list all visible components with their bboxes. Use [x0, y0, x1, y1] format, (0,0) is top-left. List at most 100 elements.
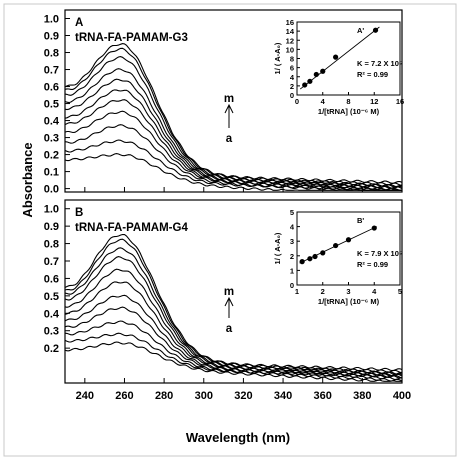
inset-y-label: 1/ ( A-A₀): [273, 42, 282, 74]
y-tick-label: 0.2: [44, 150, 59, 162]
inset-data-point: [371, 225, 377, 231]
spectrum-curve: [64, 294, 403, 380]
spectrum-curve: [64, 99, 402, 191]
inset-y-tick-label: 8: [290, 55, 294, 64]
arrow-top-label: m: [224, 286, 234, 298]
inset-y-tick-label: 3: [290, 237, 294, 246]
arrow-head: [224, 296, 234, 307]
inset-data-point: [312, 253, 318, 260]
inset-data-point: [372, 27, 379, 33]
inset-y-tick-label: 0: [290, 91, 294, 100]
arrow-bottom-label: a: [226, 133, 233, 145]
spectrum-curve: [64, 306, 403, 377]
inset-data-point: [313, 71, 319, 78]
inset-x-tick-label: 0: [295, 97, 299, 106]
inset-y-tick-label: 5: [290, 208, 294, 217]
inset-k-annotation: K = 7.2 X 10⁵: [357, 59, 403, 68]
spectrum-curve: [64, 110, 403, 189]
inset-panel-letter: A': [357, 26, 364, 35]
y-tick-label: 0.5: [44, 291, 59, 303]
x-tick-label: 400: [393, 390, 411, 402]
y-tick-label: 0.8: [44, 239, 59, 251]
y-tick-label: 0.8: [44, 48, 59, 60]
spectrum-curve: [64, 68, 403, 186]
inset-y-tick-label: 0: [290, 281, 294, 290]
panel-letter: A: [75, 17, 83, 29]
x-tick-label: 260: [115, 390, 133, 402]
inset-y-tick-label: 10: [286, 45, 294, 54]
y-tick-label: 0.3: [44, 326, 59, 338]
inset-r2-annotation: R² = 0.99: [357, 260, 388, 269]
y-tick-label: 0.7: [44, 65, 59, 77]
inset-panel-letter: B': [357, 216, 364, 225]
y-tick-label: 0.1: [44, 167, 59, 179]
inset-x-tick-label: 4: [372, 287, 377, 296]
arrow-top-label: m: [224, 93, 234, 105]
y-tick-label: 1.0: [44, 14, 59, 26]
inset-fit-line: [299, 226, 378, 264]
inset-data-point: [307, 78, 313, 84]
y-tick-label: 0.4: [44, 116, 60, 128]
x-tick-label: 320: [234, 390, 252, 402]
inset-x-label: 1/[tRNA] (10⁻⁶ M): [318, 297, 380, 306]
inset-data-point: [302, 82, 308, 88]
y-tick-label: 0.0: [44, 184, 59, 196]
spectrum-curve: [64, 341, 402, 382]
y-tick-label: 0.6: [44, 273, 59, 285]
y-tick-label: 0.7: [44, 256, 59, 268]
plot-frame: [64, 199, 403, 384]
inset-x-tick-label: 16: [396, 97, 404, 106]
arrow-bottom-label: a: [226, 323, 233, 335]
x-tick-label: 360: [314, 390, 332, 402]
inset-x-tick-label: 3: [346, 287, 350, 296]
inset-y-tick-label: 12: [286, 36, 294, 45]
panel-title: tRNA-FA-PAMAM-G3: [75, 32, 188, 44]
inset-x-tick-label: 1: [295, 287, 299, 296]
inset-y-tick-label: 6: [290, 64, 294, 73]
x-tick-label: 340: [274, 390, 292, 402]
inset-data-point: [333, 242, 339, 249]
inset-data-point: [307, 256, 313, 262]
y-tick-label: 0.3: [44, 133, 59, 145]
inset-y-label: 1/ ( A-A₀): [273, 232, 282, 264]
inset-y-tick-label: 1: [290, 266, 294, 275]
y-tick-label: 0.9: [44, 221, 59, 233]
inset-x-label: 1/[tRNA] (10⁻⁶ M): [318, 107, 380, 116]
y-tick-label: 1.0: [44, 204, 59, 216]
spectrum-curve: [64, 332, 403, 379]
y-tick-label: 0.2: [44, 343, 59, 355]
spectrum-curve: [64, 47, 403, 184]
spectrum-curve: [64, 238, 403, 372]
inset-x-tick-label: 12: [370, 97, 378, 106]
x-tick-label: 240: [76, 390, 94, 402]
inset-data-point: [299, 259, 305, 265]
inset-y-tick-label: 2: [290, 82, 294, 91]
inset-x-tick-label: 4: [321, 97, 326, 106]
y-tick-label: 0.5: [44, 99, 59, 111]
inset-data-point: [345, 237, 352, 243]
inset-y-tick-label: 16: [286, 18, 294, 27]
inset-frame: [296, 211, 401, 286]
x-tick-label: 280: [155, 390, 173, 402]
x-tick-label: 380: [353, 390, 371, 402]
spectrum-curve: [64, 320, 403, 382]
x-tick-label: 300: [195, 390, 213, 402]
spectrum-curve: [64, 139, 402, 191]
y-axis-label: Absorbance: [20, 142, 35, 217]
inset-r2-annotation: R² = 0.99: [357, 70, 388, 79]
y-tick-label: 0.4: [44, 308, 60, 320]
inset-k-annotation: K = 7.9 X 10⁵: [357, 249, 403, 258]
panel-letter: B: [75, 207, 83, 219]
inset-x-tick-label: 2: [321, 287, 325, 296]
inset-data-point: [320, 250, 326, 256]
inset-frame: [296, 21, 401, 96]
inset-y-tick-label: 2: [290, 252, 294, 261]
inset-data-point: [320, 68, 326, 74]
spectrum-curve: [64, 256, 403, 374]
inset-data-point: [333, 54, 339, 60]
inset-y-tick-label: 4: [290, 223, 295, 232]
